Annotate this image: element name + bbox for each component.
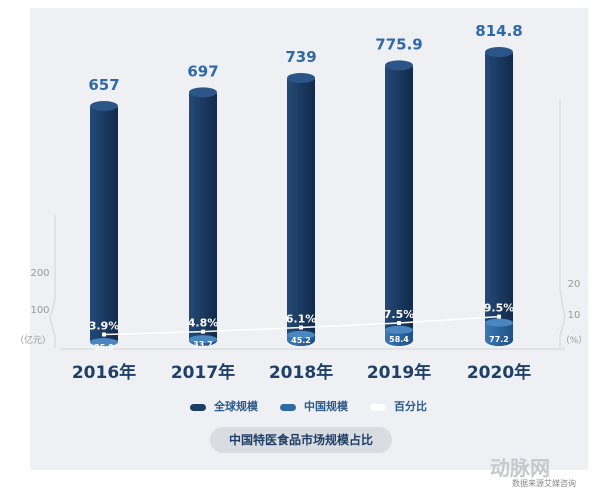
bar-global: [485, 48, 513, 346]
percent-label: 4.8%: [188, 317, 219, 330]
legend: 全球规模 中国规模 百分比: [190, 398, 427, 414]
bar-global: [90, 102, 118, 346]
bar-global: [385, 61, 413, 346]
chart-title: 中国特医食品市场规模占比: [210, 427, 392, 453]
bar-china-cap: [189, 335, 217, 344]
bar-china-cap: [90, 338, 118, 347]
x-tick-label: 2020年: [467, 362, 531, 383]
x-tick-label: 2017年: [171, 362, 235, 383]
percent-point: [397, 321, 401, 325]
source-note: 数据来源艾媒咨询: [512, 479, 576, 488]
legend-global: 全球规模: [190, 398, 258, 414]
value-label-china: 58.4: [389, 335, 409, 344]
x-tick-label: 2016年: [72, 362, 136, 383]
percent-label: 6.1%: [286, 312, 317, 325]
left-axis-break: [49, 215, 56, 348]
bar-china-cap: [385, 325, 413, 334]
bar-global-cap: [189, 87, 217, 98]
percent-label: 3.9%: [89, 320, 120, 333]
value-label-china: 25.9: [94, 343, 114, 352]
percent-point: [497, 314, 501, 319]
left-tick: 200: [30, 268, 49, 279]
value-label-china: 45.2: [291, 336, 311, 345]
left-tick: 100: [30, 305, 49, 316]
right-axis-break: [559, 100, 566, 348]
value-label-global: 657: [88, 76, 119, 94]
value-label-china: 77.2: [489, 335, 509, 344]
percent-label: 7.5%: [384, 308, 415, 321]
bar-global-cap: [287, 72, 315, 83]
left-axis-unit: （亿元）: [15, 334, 51, 346]
percent-point: [201, 329, 205, 334]
bar-global-cap: [485, 47, 513, 58]
value-label-china: 33.7: [193, 340, 213, 349]
x-tick-label: 2018年: [269, 362, 333, 383]
value-label-global: 775.9: [375, 35, 422, 53]
right-axis-unit: （%）: [561, 335, 588, 346]
watermark-logo: 动脉网: [490, 456, 550, 480]
x-tick-label: 2019年: [367, 362, 431, 383]
bar-global: [189, 88, 217, 346]
bar-china-cap: [287, 330, 315, 339]
percent-label: 9.5%: [484, 302, 515, 315]
value-label-global: 814.8: [475, 22, 522, 40]
bar-global: [287, 73, 315, 347]
legend-percent: 百分比: [370, 398, 427, 414]
legend-china: 中国规模: [280, 398, 348, 414]
value-label-global: 697: [187, 62, 218, 80]
percent-point: [299, 325, 303, 330]
value-label-global: 739: [285, 48, 316, 66]
bar-china-cap: [485, 318, 513, 327]
right-tick: 20: [568, 279, 581, 290]
percent-point: [102, 332, 106, 337]
right-tick: 10: [568, 310, 581, 321]
bar-global-cap: [90, 101, 118, 111]
bar-global-cap: [385, 60, 413, 71]
